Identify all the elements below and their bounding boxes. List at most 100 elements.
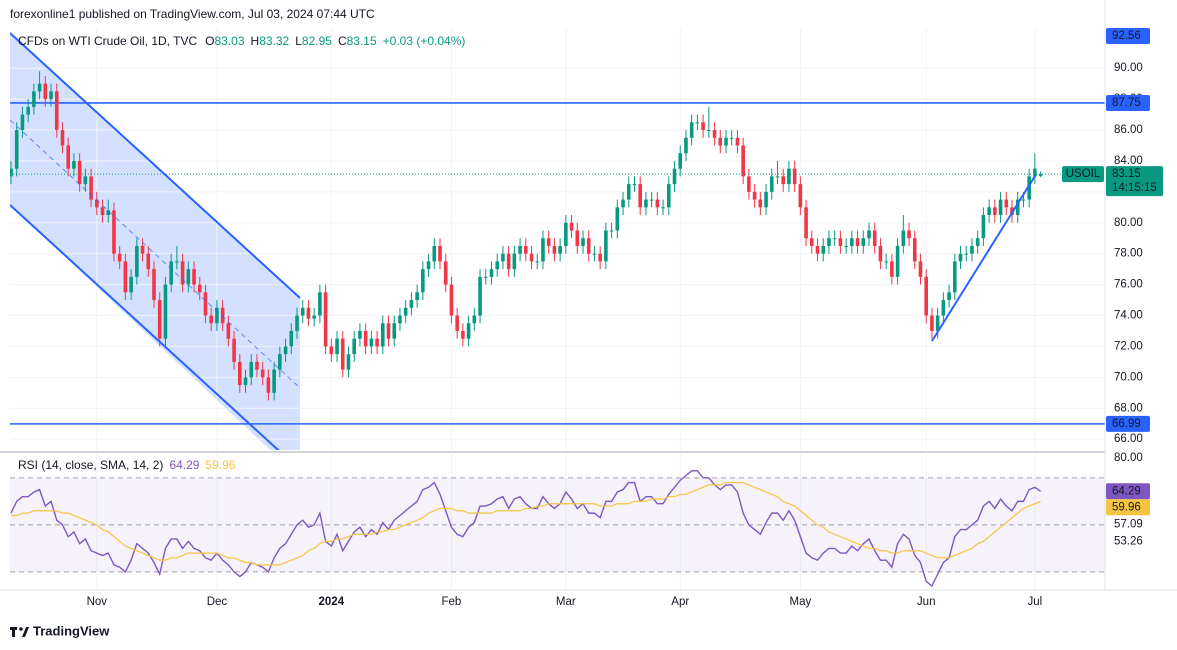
candle-body	[129, 276, 133, 293]
candle-body	[993, 207, 997, 216]
candle-body	[323, 292, 328, 347]
candle-body	[192, 269, 196, 285]
candle-body	[95, 199, 99, 208]
candle-body	[524, 245, 528, 254]
candle-body	[135, 245, 139, 277]
candle-body	[672, 168, 677, 185]
x-tick-label: Dec	[207, 596, 228, 608]
candle-body	[1027, 176, 1031, 200]
y-tick-label: 78.00	[1114, 248, 1143, 260]
candle-body	[958, 253, 963, 262]
candle-body	[335, 338, 339, 355]
candle-body	[941, 300, 946, 316]
candle-body	[432, 245, 437, 262]
y-tick-label: 80.00	[1114, 217, 1143, 229]
candle-body	[375, 338, 379, 347]
candle-body	[163, 284, 168, 339]
candle-body	[26, 106, 30, 115]
candle-body	[735, 137, 740, 146]
candle-body	[1015, 199, 1020, 216]
candle-body	[649, 199, 654, 201]
candle-body	[907, 230, 911, 239]
logo-mark	[12, 627, 15, 637]
candle-body	[804, 207, 808, 239]
hline-label: 66.99	[1112, 418, 1141, 430]
candle-body	[152, 269, 156, 301]
legend-value: 83.15	[347, 34, 377, 48]
rsi-legend: RSI (14, close, SMA, 14, 2) 64.29 59.96	[18, 458, 236, 472]
candle-body	[438, 245, 442, 262]
candle-body	[249, 361, 254, 378]
candle-body	[483, 276, 488, 278]
channel-upper	[10, 32, 301, 299]
candle-body	[832, 238, 837, 240]
candle-body	[175, 261, 179, 263]
candle-body	[621, 199, 625, 208]
candle-body	[912, 238, 917, 262]
candle-body	[609, 230, 614, 232]
legend: CFDs on WTI Crude Oil, 1D, TVC O83.03 H83.…	[18, 34, 465, 48]
candle-body	[815, 245, 820, 254]
candle-body	[987, 207, 991, 216]
candle-body	[60, 130, 65, 146]
y-tick-label: 74.00	[1114, 310, 1143, 322]
candle-body	[895, 245, 900, 277]
candle-body	[712, 130, 717, 138]
candle-body	[512, 253, 517, 270]
y-tick-label: 90.00	[1114, 62, 1143, 74]
candle-body	[478, 276, 482, 316]
candle-body	[489, 269, 494, 277]
axis-badge: 57.09	[1114, 518, 1143, 530]
candle-body	[1004, 199, 1009, 208]
candle-body	[37, 83, 42, 92]
candle-body	[970, 245, 974, 254]
candle-body	[318, 292, 322, 316]
legend-key: C	[338, 34, 347, 48]
candle-body	[575, 230, 580, 246]
rsi-legend-value: 64.29	[169, 458, 199, 472]
candle-body	[604, 230, 608, 262]
x-tick-label: 2024	[319, 596, 345, 608]
candle-body	[781, 176, 785, 185]
candle-body	[872, 230, 877, 246]
candle-body	[678, 153, 683, 169]
candle-body	[260, 369, 265, 378]
candle-body	[238, 361, 242, 386]
candle-body	[775, 176, 780, 178]
logo-mark	[22, 627, 29, 637]
candle-body	[655, 199, 660, 208]
candle-body	[758, 199, 763, 208]
candle-body	[358, 330, 362, 339]
legend-key: L	[295, 34, 302, 48]
legend-value: 83.32	[259, 34, 289, 48]
candle-body	[180, 261, 185, 285]
candle-body	[661, 207, 665, 209]
channel-mid	[10, 119, 301, 389]
candle-body	[821, 245, 826, 254]
y-tick-label: 68.00	[1114, 402, 1143, 414]
last-price-bg	[1106, 166, 1163, 197]
rsi-line	[10, 470, 1042, 588]
candle-body	[718, 137, 723, 146]
candle-body	[764, 191, 768, 208]
candle-body	[581, 238, 585, 246]
candle-body	[901, 230, 906, 246]
candle-body	[752, 191, 757, 200]
candle-body	[701, 122, 705, 131]
candle-body	[369, 338, 374, 347]
candle-body	[501, 253, 505, 262]
candle-body	[638, 184, 642, 208]
rsi-value-label: 59.96	[1112, 501, 1141, 513]
candle-body	[953, 261, 957, 293]
candle-body	[54, 91, 59, 131]
candle-body	[644, 199, 648, 208]
candle-body	[947, 292, 951, 301]
x-tick-label: Jul	[1028, 596, 1043, 608]
candle-body	[867, 230, 871, 239]
candle-body	[443, 261, 448, 285]
candle-body	[787, 168, 791, 185]
symbol-badge-bg	[1062, 166, 1104, 183]
candle-body	[810, 238, 814, 246]
candle-body	[546, 238, 551, 246]
